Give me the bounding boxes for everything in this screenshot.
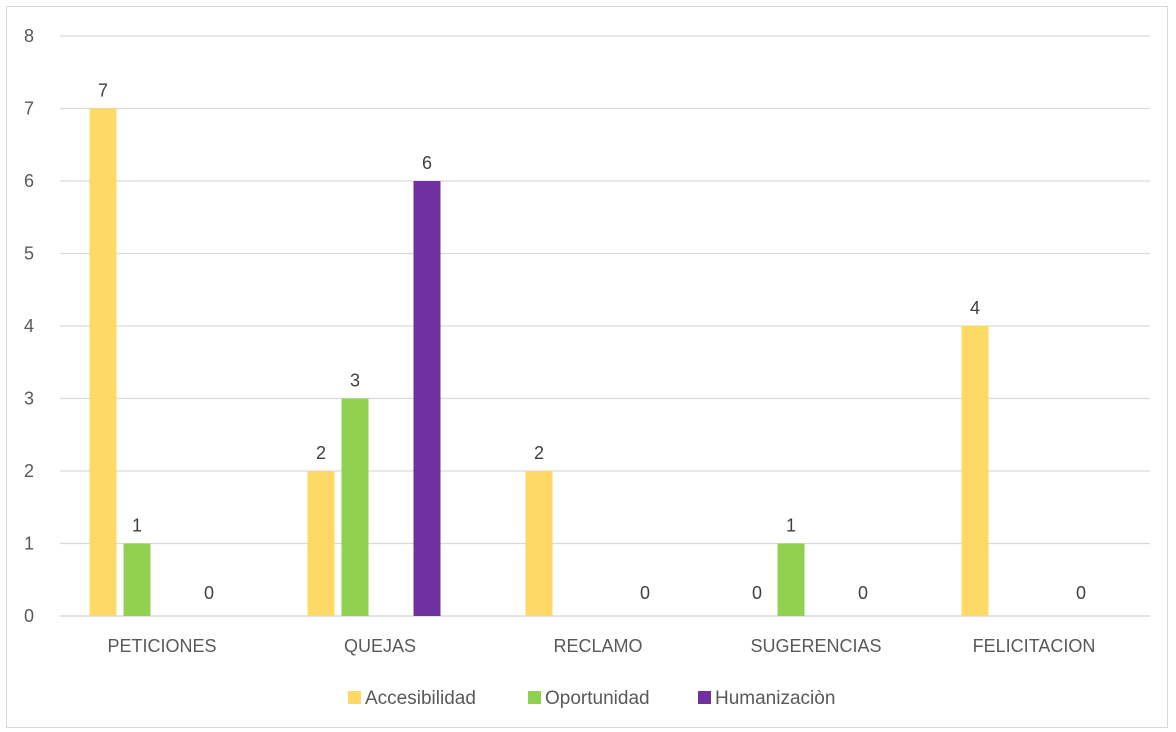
legend-swatch	[348, 691, 361, 704]
bar-humanizaciòn-quejas	[413, 181, 441, 616]
data-label: 7	[98, 81, 108, 101]
legend-item-humanizaciòn: Humanizaciòn	[698, 688, 835, 709]
y-tick-label: 1	[24, 534, 34, 554]
bar-accesibilidad-peticiones	[89, 108, 117, 616]
x-axis-categories: PETICIONES QUEJAS RECLAMO SUGERENCIAS FELICI…	[107, 636, 1095, 656]
y-tick-label: 0	[24, 606, 34, 626]
bar-oportunidad-quejas	[341, 398, 369, 616]
legend-label: Humanizaciòn	[715, 688, 835, 709]
data-label: 2	[316, 443, 326, 463]
y-tick-label: 3	[24, 389, 34, 409]
bar-oportunidad-peticiones	[123, 543, 151, 616]
data-label: 0	[204, 583, 214, 603]
legend-item-accesibilidad: Accesibilidad	[348, 688, 476, 709]
data-label: 1	[786, 516, 796, 536]
bar-oportunidad-sugerencias	[777, 543, 805, 616]
x-category-label: FELICITACION	[973, 636, 1096, 656]
y-tick-label: 2	[24, 461, 34, 481]
y-tick-label: 6	[24, 171, 34, 191]
data-label: 0	[858, 583, 868, 603]
legend-swatch	[528, 691, 541, 704]
y-tick-label: 7	[24, 99, 34, 119]
bar-accesibilidad-quejas	[307, 471, 335, 616]
x-category-label: PETICIONES	[107, 636, 216, 656]
data-label: 0	[1076, 583, 1086, 603]
data-label: 0	[752, 583, 762, 603]
y-tick-label: 8	[24, 26, 34, 46]
y-tick-label: 4	[24, 316, 34, 336]
x-category-label: QUEJAS	[344, 636, 416, 656]
legend-item-oportunidad: Oportunidad	[528, 688, 650, 709]
legend-label: Accesibilidad	[365, 688, 476, 709]
bar-accesibilidad-reclamo	[525, 471, 553, 616]
data-labels: 7 2 2 0 4 1 3 1 0 6 0 0 0	[98, 81, 1086, 604]
data-label: 4	[970, 298, 980, 318]
x-category-label: SUGERENCIAS	[750, 636, 881, 656]
data-label: 2	[534, 443, 544, 463]
y-tick-label: 5	[24, 244, 34, 264]
y-axis-ticks: 0 1 2 3 4 5 6 7 8	[24, 26, 34, 626]
legend-swatch	[698, 691, 711, 704]
legend-label: Oportunidad	[545, 688, 650, 709]
data-label: 3	[350, 371, 360, 391]
bars	[89, 108, 989, 616]
bar-accesibilidad-felicitacion	[961, 326, 989, 616]
data-label: 1	[132, 516, 142, 536]
x-category-label: RECLAMO	[553, 636, 642, 656]
legend: Accesibilidad Oportunidad Humanizaciòn	[348, 688, 835, 709]
data-label: 0	[640, 583, 650, 603]
data-label: 6	[422, 153, 432, 173]
